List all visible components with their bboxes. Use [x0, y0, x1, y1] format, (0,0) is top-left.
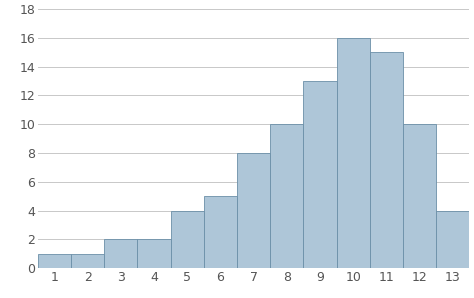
- Bar: [403, 124, 436, 268]
- Bar: [71, 254, 104, 268]
- Bar: [237, 153, 270, 268]
- Bar: [171, 211, 204, 268]
- Bar: [270, 124, 303, 268]
- Bar: [104, 239, 137, 268]
- Bar: [436, 211, 469, 268]
- Bar: [204, 196, 237, 268]
- Bar: [303, 81, 337, 268]
- Bar: [337, 38, 370, 268]
- Bar: [137, 239, 171, 268]
- Bar: [38, 254, 71, 268]
- Bar: [370, 52, 403, 268]
